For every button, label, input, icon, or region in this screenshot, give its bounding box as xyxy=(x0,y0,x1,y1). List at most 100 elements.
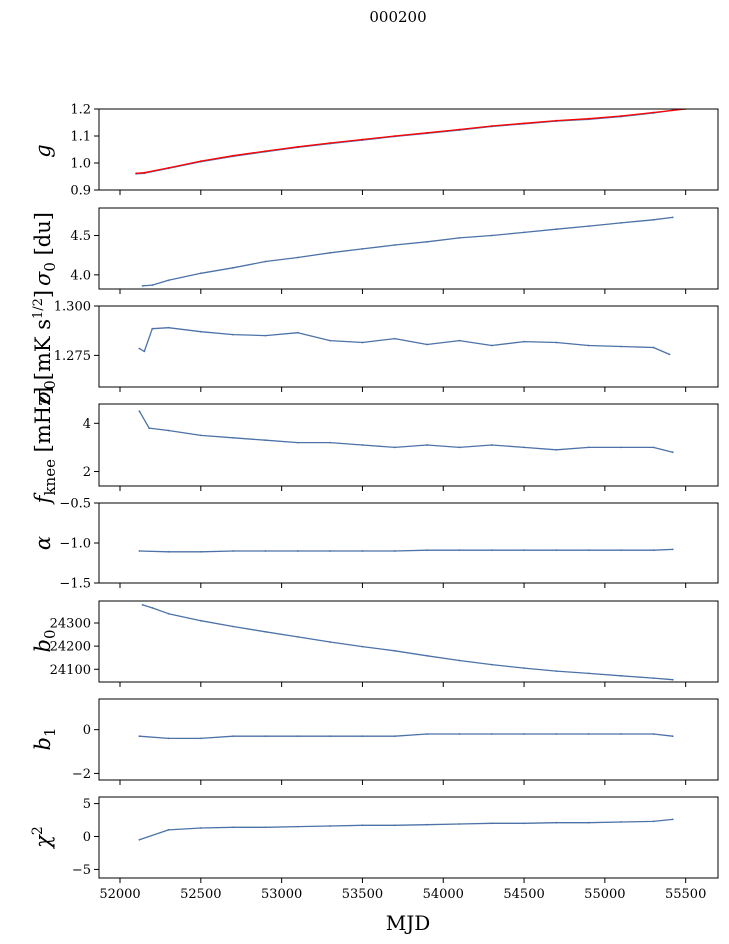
data-point xyxy=(151,284,154,286)
panel-frame xyxy=(98,502,719,584)
data-point xyxy=(329,641,331,643)
data-point xyxy=(141,285,144,287)
data-point xyxy=(199,737,202,740)
panel-frame xyxy=(98,600,719,683)
data-point xyxy=(490,234,493,237)
y-tick-label: 24200 xyxy=(50,640,91,655)
y-tick-label: 4.5 xyxy=(70,229,91,244)
y-axis-label: σ0 [du] xyxy=(31,212,59,286)
y-tick-label: 5 xyxy=(83,797,91,812)
data-point xyxy=(652,218,655,221)
data-point xyxy=(620,115,622,117)
data-point xyxy=(141,604,144,606)
data-point xyxy=(523,340,525,343)
data-point xyxy=(426,654,428,657)
data-point xyxy=(167,737,170,740)
data-point xyxy=(232,266,235,269)
data-point xyxy=(167,550,170,553)
data-point xyxy=(671,735,674,738)
panel-4: 2 4 fknee [mHz] xyxy=(31,387,719,506)
data-point xyxy=(393,446,396,449)
data-point xyxy=(296,331,299,334)
data-point xyxy=(671,216,674,219)
data-point xyxy=(329,441,331,444)
data-point xyxy=(620,549,622,552)
data-point xyxy=(490,549,493,552)
data-point xyxy=(167,326,170,329)
data-point xyxy=(426,549,428,552)
data-point xyxy=(620,674,622,677)
y-tick-label: −1.5 xyxy=(59,577,91,592)
panel-frame xyxy=(98,108,719,191)
data-point xyxy=(620,222,622,224)
y-tick-label: 1.275 xyxy=(54,349,91,364)
data-point xyxy=(620,821,622,823)
data-point xyxy=(393,824,396,827)
panel-frame xyxy=(98,305,719,388)
data-point xyxy=(199,434,202,437)
series-line-1 xyxy=(138,410,673,453)
data-point xyxy=(361,138,364,141)
data-point xyxy=(523,733,525,735)
data-point xyxy=(167,167,170,169)
data-point xyxy=(620,446,622,449)
data-point xyxy=(587,821,590,824)
data-point xyxy=(523,822,525,825)
data-point xyxy=(458,823,461,825)
data-point xyxy=(458,733,461,735)
panel-7: −2 0 b1 xyxy=(31,698,719,785)
data-point xyxy=(490,125,493,127)
data-point xyxy=(138,347,141,350)
data-point xyxy=(167,829,170,831)
series-line-1 xyxy=(142,216,673,287)
data-point xyxy=(296,441,299,444)
data-point xyxy=(393,550,396,552)
y-tick-label: 1.300 xyxy=(54,300,91,315)
y-axis-label: b0 xyxy=(31,630,59,653)
data-point xyxy=(148,427,151,429)
figure-title: 000200 xyxy=(369,8,426,26)
data-point xyxy=(587,225,590,228)
y-tick-label: 4 xyxy=(83,417,91,432)
data-point xyxy=(361,735,364,738)
data-point xyxy=(264,735,267,738)
data-point xyxy=(199,330,202,333)
data-point xyxy=(329,825,331,827)
data-point xyxy=(652,111,655,114)
data-point xyxy=(555,119,558,122)
panel-5: −1.5 −1.0 −0.5 α xyxy=(31,497,719,592)
data-point xyxy=(138,838,141,841)
data-point xyxy=(426,343,428,346)
data-point xyxy=(199,619,202,622)
data-point xyxy=(458,128,461,131)
y-tick-label: 1.0 xyxy=(70,157,91,172)
data-point xyxy=(668,353,671,356)
series-line-1 xyxy=(142,604,673,681)
data-point xyxy=(620,733,622,735)
data-point xyxy=(329,735,331,738)
data-point xyxy=(587,446,590,449)
data-point xyxy=(426,444,428,446)
data-point xyxy=(361,824,364,827)
data-point xyxy=(151,327,154,330)
series-line-1 xyxy=(139,548,673,553)
data-point xyxy=(232,154,235,157)
series-line-1 xyxy=(139,733,673,740)
data-point xyxy=(138,410,141,413)
data-point xyxy=(490,822,493,825)
data-point xyxy=(490,444,493,446)
y-axis-label: fknee [mHz] xyxy=(31,387,59,506)
data-point xyxy=(199,827,202,829)
data-point xyxy=(426,733,428,735)
data-point xyxy=(652,346,655,349)
data-point xyxy=(199,272,202,275)
data-point xyxy=(135,172,138,175)
y-tick-label: 0 xyxy=(83,830,91,845)
y-tick-label: 4.0 xyxy=(70,268,91,283)
data-point xyxy=(361,645,364,648)
data-point xyxy=(232,625,235,628)
data-point xyxy=(393,337,396,340)
